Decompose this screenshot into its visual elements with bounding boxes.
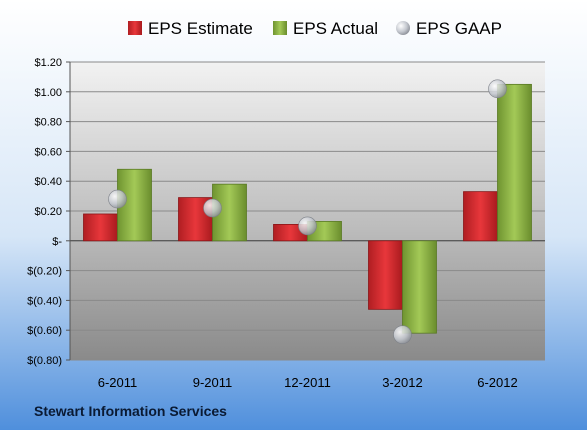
y-tick-label: $1.20: [34, 57, 62, 69]
y-tick-label: $0.40: [34, 176, 62, 188]
y-tick-label: $(0.40): [27, 295, 62, 307]
bar-eps-estimate: [83, 213, 118, 242]
legend-swatch-gaap: [396, 21, 410, 35]
x-tick-label: 6-2011: [98, 375, 138, 390]
y-axis-ticks: $1.20 $1.00 $0.80 $0.60 $0.40 $0.20 $- $(0.20) $…: [27, 57, 71, 367]
x-tick-label: 3-2012: [382, 375, 422, 390]
y-tick-label: $(0.80): [27, 355, 62, 367]
marker-eps-gaap: [488, 79, 507, 99]
x-axis-ticks: 6-2011 9-2011 12-2011 3-2012 6-2012: [98, 375, 518, 390]
y-tick-label: $0.60: [34, 146, 62, 158]
bar-eps-actual: [497, 83, 532, 242]
x-tick-label: 6-2012: [477, 375, 517, 390]
marker-eps-gaap: [203, 198, 222, 218]
marker-eps-gaap: [298, 216, 317, 236]
bar-eps-estimate: [463, 191, 498, 242]
legend-label-gaap: EPS GAAP: [416, 19, 502, 38]
legend: EPS Estimate EPS Actual EPS GAAP: [128, 19, 502, 38]
y-tick-label: $0.80: [34, 117, 62, 129]
legend-swatch-estimate: [128, 21, 142, 35]
legend-swatch-actual: [273, 21, 287, 35]
company-name: Stewart Information Services: [34, 403, 227, 419]
bars: [83, 83, 532, 334]
y-tick-label: $(0.60): [27, 325, 62, 337]
gaap-markers: [108, 79, 507, 344]
bar-eps-actual: [402, 240, 437, 334]
y-tick-label: $(0.20): [27, 266, 62, 278]
legend-label-actual: EPS Actual: [293, 19, 378, 38]
x-tick-label: 9-2011: [193, 375, 233, 390]
bar-eps-estimate: [368, 240, 403, 310]
x-tick-label: 12-2011: [284, 375, 331, 390]
y-tick-label: $1.00: [34, 87, 62, 99]
marker-eps-gaap: [393, 325, 412, 344]
y-tick-label: $0.20: [34, 206, 62, 218]
legend-label-estimate: EPS Estimate: [148, 19, 253, 38]
marker-eps-gaap: [108, 189, 127, 209]
y-tick-label: $-: [52, 236, 62, 248]
